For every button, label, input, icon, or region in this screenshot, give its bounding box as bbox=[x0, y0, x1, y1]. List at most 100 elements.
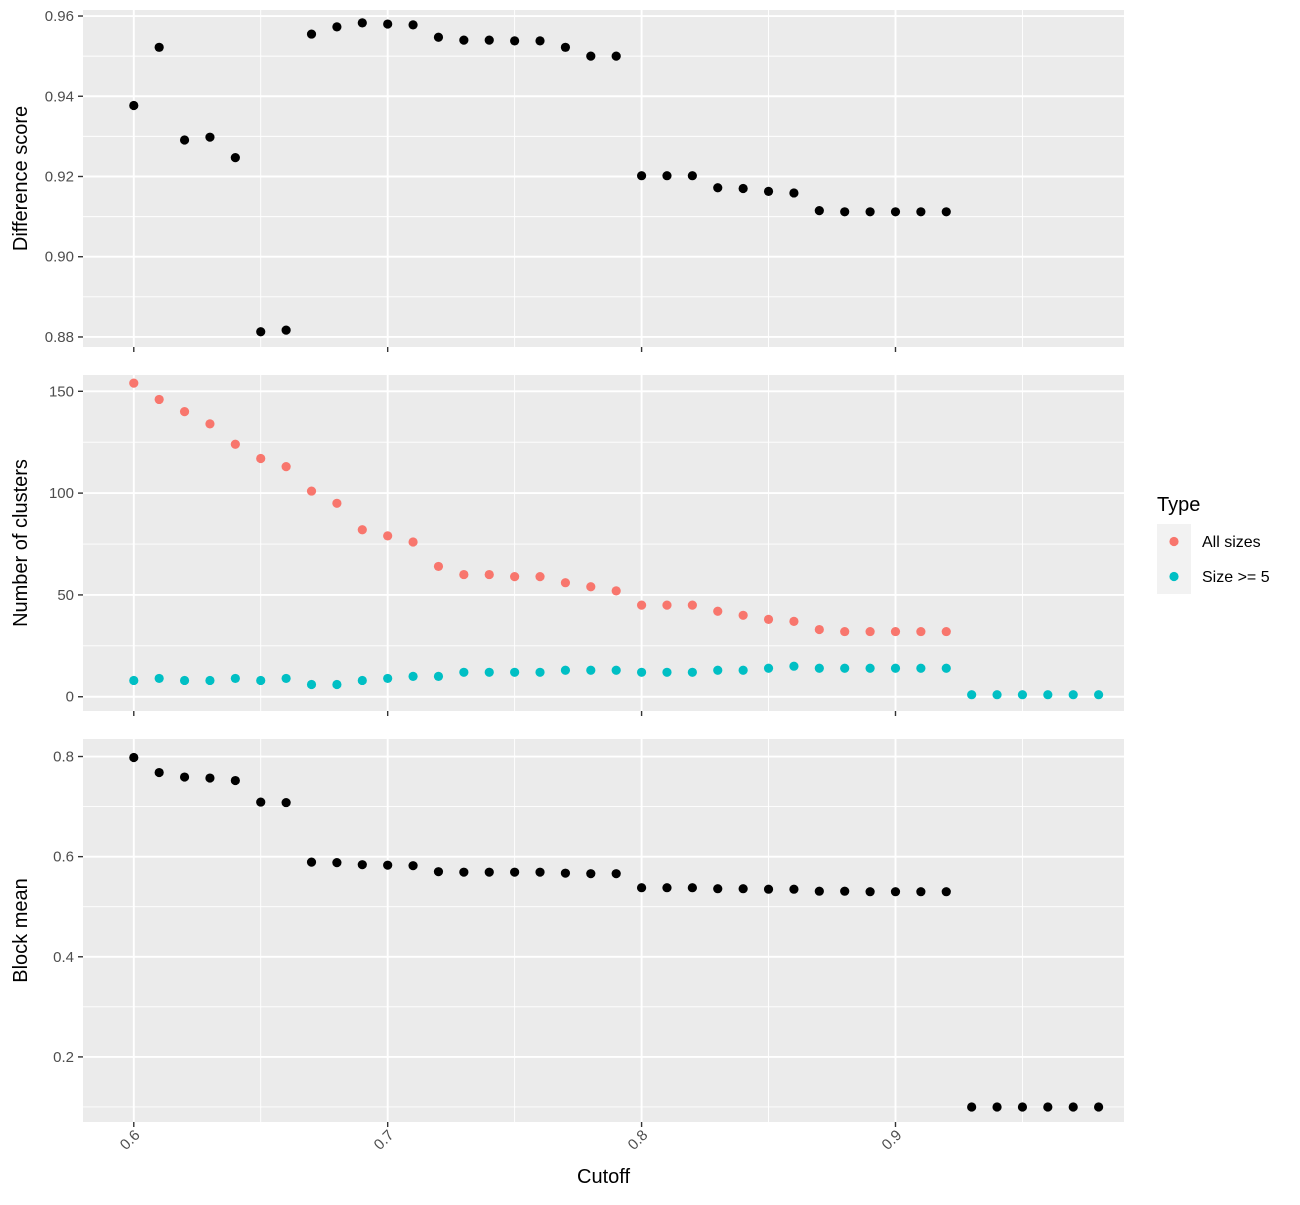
data-point bbox=[357, 675, 367, 686]
series-1 bbox=[129, 752, 1104, 1112]
data-point bbox=[586, 869, 596, 879]
y-tick-label: 0.8 bbox=[53, 749, 74, 766]
data-point bbox=[230, 775, 240, 786]
data-point bbox=[205, 675, 215, 686]
data-point bbox=[535, 36, 545, 46]
data-point bbox=[281, 462, 291, 472]
data-point bbox=[408, 671, 418, 681]
data-point bbox=[865, 207, 875, 217]
y-tick-label: 50 bbox=[57, 587, 74, 604]
data-point bbox=[890, 207, 901, 217]
y-tick-label: 0.90 bbox=[45, 249, 74, 266]
data-point bbox=[281, 797, 291, 808]
data-point bbox=[1094, 690, 1104, 700]
data-point bbox=[1094, 1102, 1104, 1112]
data-point bbox=[738, 183, 748, 194]
data-point bbox=[281, 325, 291, 335]
series-1 bbox=[129, 18, 951, 337]
data-point bbox=[256, 327, 266, 337]
data-point bbox=[560, 578, 571, 588]
data-point bbox=[586, 582, 596, 592]
data-point bbox=[611, 665, 621, 675]
data-point bbox=[1043, 1102, 1053, 1112]
y-tick-label: 100 bbox=[49, 485, 74, 502]
y-tick-label: 0 bbox=[66, 689, 74, 706]
data-point bbox=[814, 663, 824, 673]
data-point bbox=[1068, 690, 1078, 700]
data-point bbox=[941, 626, 951, 637]
data-point bbox=[840, 886, 850, 896]
data-point bbox=[611, 586, 621, 596]
panel-background bbox=[83, 375, 1124, 711]
data-point bbox=[1043, 690, 1053, 700]
data-point bbox=[1068, 1102, 1078, 1112]
data-point bbox=[687, 600, 697, 610]
data-point bbox=[484, 35, 494, 45]
x-tick-label: 0.9 bbox=[879, 1127, 906, 1154]
panel-1: 0.88 0.90 0.92 0.94 0.96 Difference score bbox=[10, 8, 1124, 352]
data-point bbox=[865, 626, 875, 637]
y-axis-title: Number of clusters bbox=[10, 459, 32, 627]
data-point bbox=[256, 797, 266, 807]
data-point bbox=[687, 883, 697, 893]
data-point bbox=[408, 537, 418, 547]
data-point bbox=[484, 667, 494, 677]
data-point bbox=[865, 887, 875, 897]
x-tick-label: 0.7 bbox=[371, 1127, 398, 1154]
y-tick-label: 0.88 bbox=[45, 329, 74, 346]
data-point bbox=[789, 884, 799, 894]
data-point bbox=[662, 667, 672, 677]
data-point bbox=[433, 671, 444, 681]
y-tick-label: 0.96 bbox=[45, 8, 74, 25]
data-point bbox=[992, 690, 1002, 700]
data-point bbox=[738, 665, 748, 675]
data-point bbox=[662, 171, 672, 181]
data-point bbox=[306, 857, 317, 867]
y-axis-title: Difference score bbox=[10, 106, 32, 251]
data-point bbox=[916, 207, 926, 217]
data-point bbox=[154, 673, 164, 684]
legend-label: Size >= 5 bbox=[1202, 569, 1270, 586]
x-tick-label: 0.8 bbox=[625, 1127, 652, 1154]
data-point bbox=[560, 868, 571, 878]
data-point bbox=[510, 667, 520, 677]
data-point bbox=[814, 624, 824, 635]
data-point bbox=[636, 171, 647, 181]
data-point bbox=[332, 679, 342, 690]
data-point bbox=[611, 869, 621, 879]
data-point bbox=[230, 439, 240, 449]
data-point bbox=[840, 207, 850, 217]
x-axis-title: Cutoff bbox=[577, 1166, 630, 1188]
data-point bbox=[332, 22, 342, 32]
data-point bbox=[890, 626, 901, 637]
series-all-sizes bbox=[129, 378, 951, 637]
legend-key-point bbox=[1169, 536, 1179, 547]
data-point bbox=[179, 135, 190, 145]
data-point bbox=[738, 884, 748, 894]
data-point bbox=[967, 1102, 977, 1112]
data-point bbox=[129, 378, 139, 388]
y-axis-title: Block mean bbox=[10, 878, 32, 983]
panel-background bbox=[83, 739, 1124, 1122]
data-point bbox=[1017, 1102, 1028, 1112]
data-point bbox=[179, 772, 190, 782]
data-point bbox=[763, 614, 774, 624]
data-point bbox=[789, 616, 799, 627]
data-point bbox=[535, 867, 545, 877]
data-point bbox=[611, 51, 621, 61]
legend-label: All sizes bbox=[1202, 534, 1261, 551]
data-point bbox=[433, 32, 444, 42]
data-point bbox=[154, 767, 164, 778]
data-point bbox=[459, 569, 469, 580]
data-point bbox=[433, 561, 444, 572]
data-point bbox=[256, 453, 266, 464]
data-point bbox=[383, 673, 393, 684]
y-tick-label: 0.92 bbox=[45, 168, 74, 185]
data-point bbox=[154, 394, 164, 405]
data-point bbox=[433, 867, 444, 877]
data-point bbox=[179, 675, 190, 686]
data-point bbox=[713, 884, 723, 894]
data-point bbox=[129, 100, 139, 111]
data-point bbox=[916, 887, 926, 897]
